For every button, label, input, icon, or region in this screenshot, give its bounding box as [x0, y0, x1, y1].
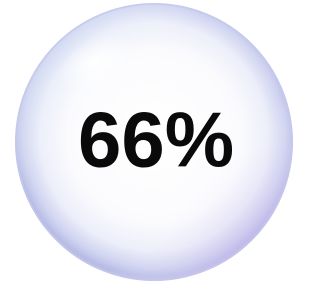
bubble-scene: 66%	[0, 0, 300, 283]
percentage-label: 66%	[78, 96, 234, 184]
